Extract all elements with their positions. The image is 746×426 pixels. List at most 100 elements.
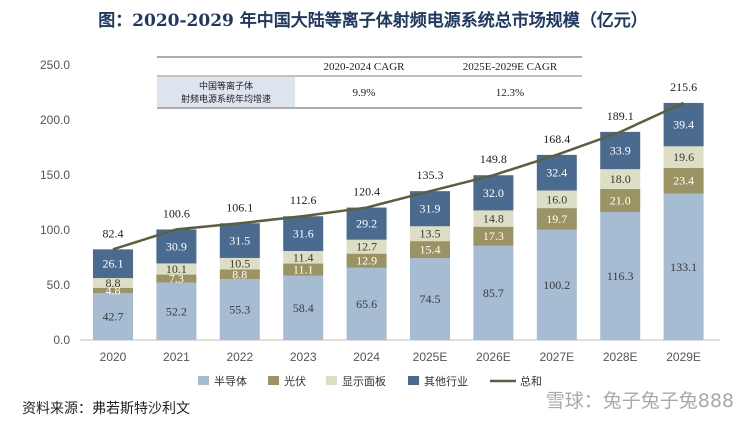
bar-segment-photovoltaic	[93, 287, 133, 294]
total-value-label: 106.1	[226, 200, 253, 214]
total-value-label: 120.4	[353, 185, 380, 199]
segment-value-label: 13.5	[420, 227, 441, 241]
x-tick-label: 2025E	[413, 350, 448, 364]
bar-segment-photovoltaic	[600, 188, 641, 213]
source-note: 资料来源：弗若斯特沙利文	[22, 401, 190, 417]
x-tick-label: 2029E	[666, 350, 701, 364]
y-tick-label: 0.0	[53, 333, 70, 347]
segment-value-label: 19.7	[546, 212, 567, 226]
segment-value-label: 32.0	[483, 186, 504, 200]
table-row-label-bg	[157, 77, 295, 107]
bar-segment-other	[410, 191, 450, 227]
bar-segment-semiconductor	[219, 279, 260, 340]
segment-value-label: 31.6	[293, 227, 314, 241]
segment-value-label: 33.9	[610, 144, 631, 158]
segment-value-label: 26.1	[103, 257, 124, 271]
bar-segment-display	[536, 190, 577, 209]
legend-label-other: 其他行业	[424, 375, 468, 388]
segment-value-label: 116.3	[607, 269, 634, 283]
bar-segment-semiconductor	[536, 229, 577, 340]
x-tick-label: 2022	[226, 350, 253, 364]
bar-segment-semiconductor	[346, 267, 387, 340]
bar-segment-photovoltaic	[410, 241, 450, 259]
total-value-label: 100.6	[163, 206, 190, 220]
x-tick-label: 2021	[163, 350, 190, 364]
segment-value-label: 65.6	[356, 297, 377, 311]
segment-value-label: 19.6	[673, 150, 694, 164]
segment-value-label: 21.0	[610, 194, 631, 208]
x-tick-label: 2024	[353, 350, 380, 364]
total-value-label: 149.8	[480, 152, 507, 166]
table-row-label-line2: 射频电源系统年均增速	[181, 93, 271, 105]
table-col1-header: 2020-2024 CAGR	[324, 61, 406, 73]
legend-label-photovoltaic: 光伏	[284, 374, 306, 388]
bar-segment-semiconductor	[600, 212, 641, 340]
segment-value-label: 29.2	[356, 217, 377, 231]
bar-segment-display	[600, 169, 641, 189]
bar-segment-display	[346, 239, 387, 254]
total-value-label: 135.3	[417, 168, 444, 182]
segment-value-label: 31.5	[229, 234, 250, 248]
segment-value-label: 58.4	[293, 301, 314, 315]
total-series-line	[112, 101, 685, 251]
bars	[93, 102, 704, 340]
segment-value-label: 55.3	[229, 303, 250, 317]
segment-value-label: 7.3	[169, 272, 184, 286]
segment-value-label: 4.8	[106, 283, 121, 297]
y-tick-label: 250.0	[40, 58, 70, 72]
bar-segment-photovoltaic	[536, 208, 577, 230]
legend-swatch-photovoltaic	[268, 376, 279, 385]
bar-segment-display	[156, 263, 197, 275]
bar-segment-display	[663, 146, 704, 168]
x-tick-label: 2026E	[476, 350, 511, 364]
segment-value-label: 42.7	[103, 310, 124, 324]
total-value-label: 189.1	[607, 109, 634, 123]
bar-segment-semiconductor	[410, 258, 450, 340]
bar-segment-photovoltaic	[346, 253, 387, 268]
bar-segment-photovoltaic	[219, 269, 260, 280]
segment-value-label: 17.3	[483, 229, 504, 243]
legend-swatch-other	[408, 376, 419, 385]
data-labels: 42.74.88.826.182.452.27.310.130.9100.655…	[103, 80, 698, 324]
segment-value-label: 14.8	[483, 212, 504, 226]
table-col2-value: 12.3%	[496, 87, 524, 99]
y-tick-label: 50.0	[47, 278, 71, 292]
segment-value-label: 100.2	[543, 278, 570, 292]
segment-value-label: 8.8	[232, 267, 247, 281]
bar-segment-photovoltaic	[663, 167, 704, 194]
legend-label-total: 总和	[520, 374, 542, 388]
legend-label-display: 显示面板	[342, 374, 386, 388]
segment-value-label: 15.4	[420, 243, 441, 257]
segment-value-label: 74.5	[420, 292, 441, 306]
segment-value-label: 52.2	[166, 304, 187, 318]
table-row-label-line1: 中国等离子体	[199, 80, 253, 92]
segment-value-label: 8.8	[106, 276, 121, 290]
cagr-table: 2020-2024 CAGR 2025E-2029E CAGR 中国等离子体 射…	[157, 56, 582, 109]
segment-value-label: 32.4	[546, 166, 567, 180]
segment-value-label: 133.1	[670, 260, 697, 274]
segment-value-label: 10.1	[166, 262, 187, 276]
table-col2-header: 2025E-2029E CAGR	[463, 61, 558, 73]
segment-value-label: 12.9	[356, 254, 377, 268]
bar-segment-other	[473, 175, 514, 211]
legend-label-semiconductor: 半导体	[214, 374, 247, 388]
watermark: 雪球：兔子兔子兔888	[545, 390, 734, 412]
bar-segment-semiconductor	[473, 245, 514, 340]
segment-value-label: 12.7	[356, 240, 377, 254]
bar-segment-other	[283, 216, 324, 252]
bar-segment-semiconductor	[93, 293, 133, 340]
bar-segment-display	[473, 210, 514, 227]
bar-segment-display	[219, 257, 260, 270]
bar-segment-other	[536, 154, 577, 191]
y-tick-label: 200.0	[40, 113, 70, 127]
bar-segment-other	[346, 207, 387, 240]
bar-segment-display	[283, 251, 324, 264]
bar-segment-semiconductor	[156, 282, 197, 340]
bar-segment-semiconductor	[663, 193, 704, 340]
legend-swatch-display	[326, 376, 337, 385]
x-tick-label: 2020	[100, 350, 127, 364]
bar-segment-photovoltaic	[473, 226, 514, 246]
bar-segment-photovoltaic	[283, 263, 324, 276]
legend: 半导体 光伏 显示面板 其他行业 总和	[198, 374, 542, 388]
